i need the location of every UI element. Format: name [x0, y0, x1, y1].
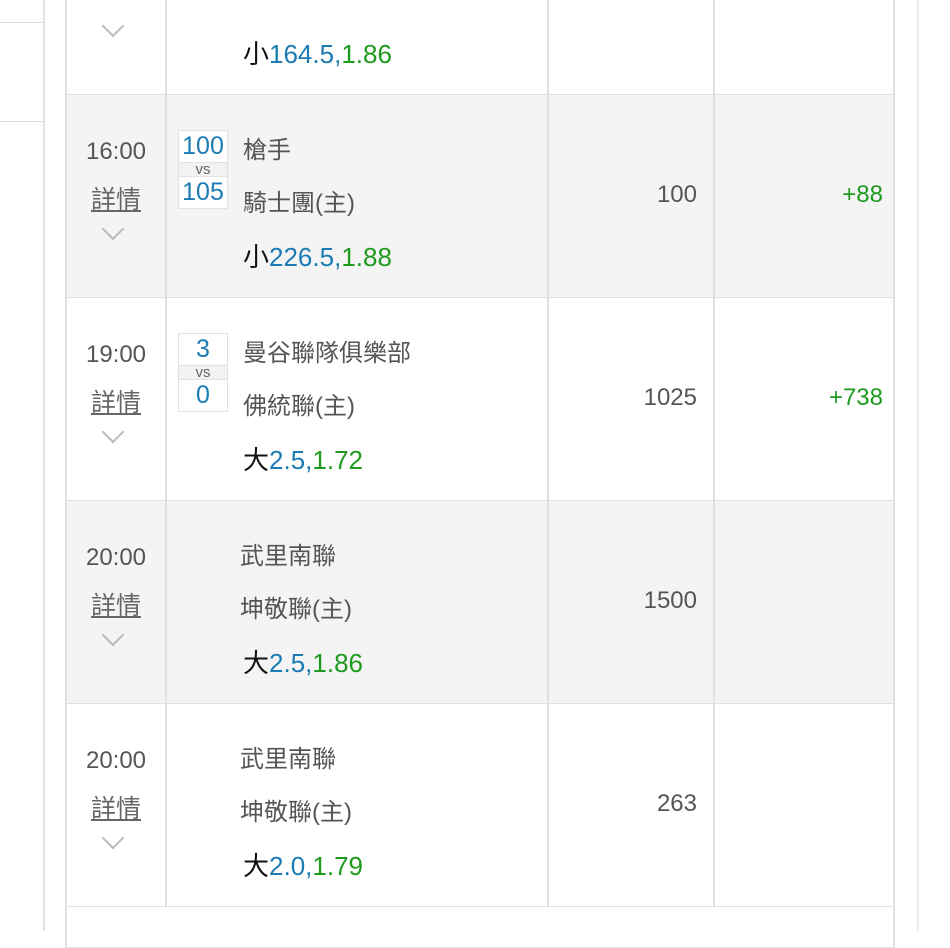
bet-odds: 小164.5,1.86	[243, 34, 392, 71]
bet-odds: 小226.5,1.88	[243, 237, 392, 274]
match-cell: 武里南聯 坤敬聯(主) 大2.0,1.79	[167, 704, 549, 906]
amount-cell: 100	[549, 95, 715, 297]
vs-label: vs	[179, 365, 227, 380]
chevron-down-icon[interactable]	[101, 623, 125, 647]
away-team: 曼谷聯隊俱樂部	[243, 340, 411, 367]
table-row: 19:00 詳情 3 vs 0 曼谷聯隊俱樂部 佛統聯(主) 大2.5,1.72…	[65, 298, 895, 501]
vs-label: vs	[179, 162, 227, 177]
stake-amount: 1500	[643, 587, 697, 614]
match-time: 20:00	[85, 544, 147, 571]
bet-price: 1.86	[341, 39, 392, 69]
win-amount: +88	[842, 181, 883, 208]
side-panel	[0, 0, 45, 931]
bet-odds: 大2.5,1.72	[243, 440, 363, 477]
table-row: 小164.5,1.86	[65, 0, 895, 95]
match-cell: 100 vs 105 槍手 騎士團(主) 小226.5,1.88	[167, 95, 549, 297]
table-row: 20:00 詳情 武里南聯 坤敬聯(主) 大2.0,1.79 263	[65, 704, 895, 907]
scrollbar-track[interactable]	[917, 0, 919, 931]
amount-cell	[549, 0, 715, 94]
table-row: 16:00 詳情 100 vs 105 槍手 騎士團(主) 小226.5,1.8…	[65, 95, 895, 298]
amount-cell: 1500	[549, 501, 715, 703]
win-amount: +738	[828, 384, 883, 411]
details-link[interactable]: 詳情	[90, 389, 141, 417]
time-cell: 20:00 詳情	[67, 501, 167, 703]
result-cell	[715, 501, 895, 703]
score-away: 105	[182, 178, 224, 206]
match-cell: 3 vs 0 曼谷聯隊俱樂部 佛統聯(主) 大2.5,1.72	[167, 298, 549, 500]
details-link[interactable]: 詳情	[90, 592, 141, 620]
stake-amount: 100	[656, 181, 697, 208]
score-box: 3 vs 0	[178, 333, 228, 412]
away-team: 武里南聯	[240, 543, 336, 570]
chevron-down-icon[interactable]	[101, 14, 125, 38]
bet-type: 大	[243, 445, 270, 475]
match-time: 20:00	[85, 747, 147, 774]
bet-line: 2.5,	[269, 648, 313, 678]
home-team: 騎士團(主)	[243, 190, 355, 217]
bet-price: 1.79	[312, 851, 363, 881]
score-home: 100	[182, 132, 224, 160]
chevron-down-icon[interactable]	[101, 826, 125, 850]
divider	[0, 121, 43, 122]
away-team: 槍手	[243, 137, 291, 164]
details-link[interactable]: 詳情	[90, 795, 141, 823]
time-cell	[67, 0, 167, 94]
home-team: 佛統聯(主)	[243, 393, 355, 420]
bet-type: 小	[243, 39, 270, 69]
bet-odds: 大2.0,1.79	[243, 846, 363, 883]
match-time: 19:00	[85, 341, 147, 368]
bet-line: 2.0,	[269, 851, 313, 881]
score-away: 0	[196, 381, 210, 409]
chevron-down-icon[interactable]	[101, 217, 125, 241]
bet-line: 2.5,	[269, 445, 313, 475]
home-team: 坤敬聯(主)	[240, 799, 352, 826]
match-cell: 小164.5,1.86	[167, 0, 549, 94]
match-cell: 武里南聯 坤敬聯(主) 大2.5,1.86	[167, 501, 549, 703]
time-cell: 20:00 詳情	[67, 704, 167, 906]
bet-type: 大	[243, 648, 270, 678]
result-cell	[715, 704, 895, 906]
stake-amount: 263	[656, 790, 697, 817]
bet-line: 164.5,	[269, 39, 342, 69]
chevron-down-icon[interactable]	[101, 420, 125, 444]
divider	[0, 22, 43, 23]
details-link[interactable]: 詳情	[90, 186, 141, 214]
time-cell: 16:00 詳情	[67, 95, 167, 297]
bet-price: 1.88	[341, 242, 392, 272]
match-time: 16:00	[85, 138, 147, 165]
bet-price: 1.72	[312, 445, 363, 475]
stake-amount: 1025	[643, 384, 697, 411]
table-row: 20:00 詳情 武里南聯 坤敬聯(主) 大2.5,1.86 1500	[65, 501, 895, 704]
amount-cell: 263	[549, 704, 715, 906]
result-cell	[715, 0, 895, 94]
away-team: 武里南聯	[240, 746, 336, 773]
bet-line: 226.5,	[269, 242, 342, 272]
bet-type: 小	[243, 242, 270, 272]
bet-odds: 大2.5,1.86	[243, 643, 363, 680]
bet-history-table: 小164.5,1.86 16:00 詳情 100 vs 105 槍手 騎士團(主…	[65, 0, 895, 948]
amount-cell: 1025	[549, 298, 715, 500]
result-cell: +88	[715, 95, 895, 297]
score-home: 3	[196, 335, 210, 363]
score-box: 100 vs 105	[178, 130, 228, 209]
time-cell: 19:00 詳情	[67, 298, 167, 500]
table-row	[65, 907, 895, 948]
home-team: 坤敬聯(主)	[240, 596, 352, 623]
bet-price: 1.86	[312, 648, 363, 678]
bet-type: 大	[243, 851, 270, 881]
result-cell: +738	[715, 298, 895, 500]
